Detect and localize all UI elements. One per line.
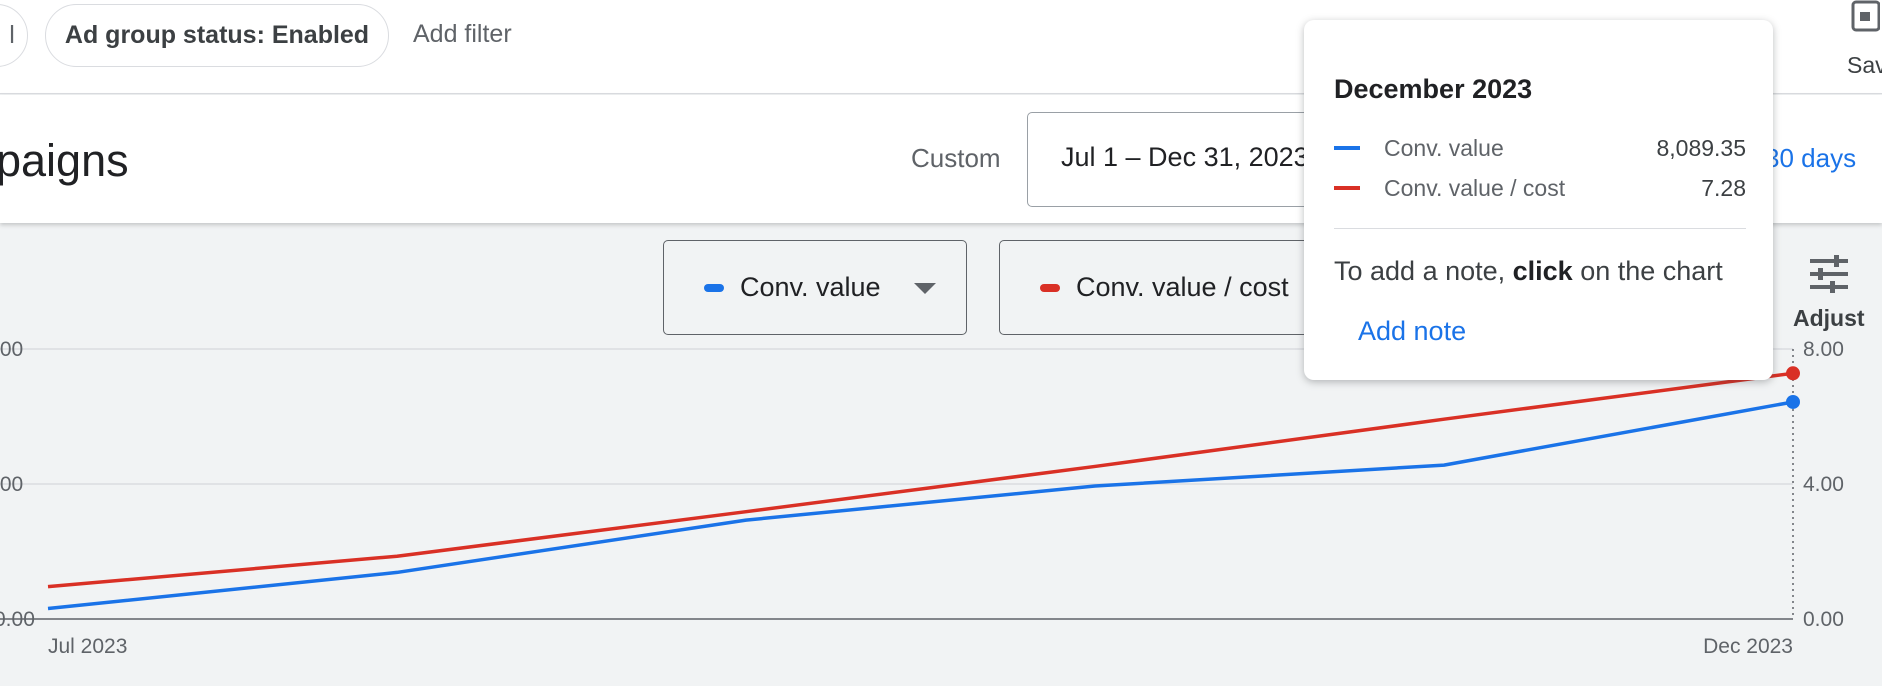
metric-color-swatch [704,283,724,292]
left-axis-tick-label: 0.00 [0,608,35,631]
chevron-down-icon [914,283,936,294]
line-chart[interactable]: 0.00 4.00 8.00 0.00 .00 .00 Jul 2023 Dec 2023 [0,330,1882,686]
tune-icon[interactable] [1808,255,1850,293]
note-hint-suffix: on the chart [1572,256,1723,286]
date-range-value: Jul 1 – Dec 31, 2023 [1061,142,1309,172]
tooltip-row-value: 8,089.35 [1656,135,1746,161]
tooltip-row-label: Conv. value [1384,135,1504,161]
note-hint-bold: click [1512,256,1573,286]
x-axis-tick-label: Jul 2023 [48,635,127,658]
x-axis-tick-label: Dec 2023 [1703,635,1793,658]
right-axis-tick-label: 4.00 [1803,473,1844,496]
add-filter-button[interactable]: Add filter [413,20,512,48]
series-line-2 [47,371,1794,589]
tooltip-row-value: 7.28 [1701,175,1746,201]
tooltip-row-conv-value-cost: Conv. value / cost 7.28 [1334,173,1746,203]
series-point-1 [1786,394,1800,409]
left-axis-tick-label: .00 [0,473,23,496]
series-line-1 [47,400,1794,611]
note-hint-prefix: To add a note, [1334,256,1513,286]
metric-color-swatch [1040,283,1060,292]
tooltip-title: December 2023 [1334,74,1533,104]
save-icon[interactable] [1850,0,1880,34]
series-color-line [1334,186,1360,190]
add-note-button[interactable]: Add note [1358,316,1467,346]
tooltip-divider [1334,228,1746,229]
left-axis-tick-label: .00 [0,338,23,361]
right-axis-tick-label: 0.00 [1803,608,1844,631]
save-label[interactable]: Sav [1847,52,1882,78]
filter-chip-partial[interactable]: l [0,4,28,67]
date-mode-label: Custom [911,143,1001,173]
tooltip-row-label: Conv. value / cost [1384,175,1566,201]
metric-label: Conv. value [740,272,881,302]
filter-chip-partial-label: l [9,21,15,49]
date-preset-link[interactable]: 30 days [1765,143,1857,173]
series-point-2 [1786,366,1800,381]
metric-selector-conv-value-cost[interactable]: Conv. value / cost [999,240,1339,335]
adjust-label[interactable]: Adjust [1793,305,1865,331]
page-title: paigns [0,135,129,186]
series-color-line [1334,146,1360,150]
right-axis-tick-label: 8.00 [1803,338,1844,361]
metric-selector-conv-value[interactable]: Conv. value [663,240,967,335]
tooltip-row-conv-value: Conv. value 8,089.35 [1334,133,1746,163]
metric-label: Conv. value / cost [1076,272,1289,302]
tooltip-note-hint: To add a note, click on the chart [1334,256,1723,287]
chart-tooltip: December 2023 Conv. value 8,089.35 Conv.… [1304,20,1773,380]
ad-group-status-filter-label: Ad group status: Enabled [64,21,370,49]
ad-group-status-filter-chip[interactable]: Ad group status: Enabled [45,4,389,67]
